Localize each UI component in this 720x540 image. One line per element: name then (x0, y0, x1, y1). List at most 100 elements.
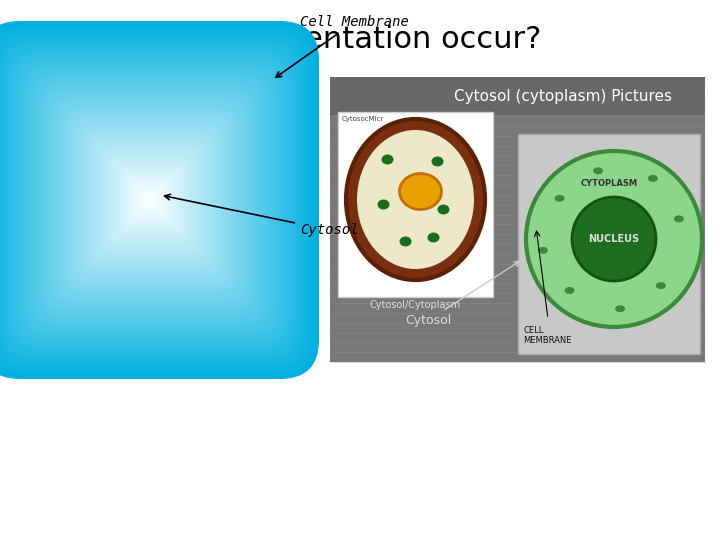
Ellipse shape (76, 121, 223, 279)
Text: Cytosol of the cell: Cytosol of the cell (50, 78, 299, 106)
Ellipse shape (55, 98, 245, 302)
Bar (330, 77, 705, 362)
Ellipse shape (122, 170, 178, 230)
Ellipse shape (102, 149, 197, 251)
FancyBboxPatch shape (122, 171, 177, 229)
Ellipse shape (400, 237, 412, 246)
FancyBboxPatch shape (61, 106, 239, 294)
Ellipse shape (18, 58, 282, 342)
Ellipse shape (674, 215, 684, 222)
FancyBboxPatch shape (76, 122, 224, 278)
FancyBboxPatch shape (116, 164, 184, 236)
FancyBboxPatch shape (72, 117, 228, 283)
Ellipse shape (111, 158, 189, 242)
Ellipse shape (26, 67, 274, 333)
Ellipse shape (89, 135, 210, 265)
Ellipse shape (91, 137, 209, 263)
FancyBboxPatch shape (11, 52, 289, 348)
Ellipse shape (101, 147, 199, 253)
Ellipse shape (54, 97, 246, 303)
FancyBboxPatch shape (95, 142, 205, 258)
Ellipse shape (42, 84, 258, 316)
Ellipse shape (593, 167, 603, 174)
FancyBboxPatch shape (106, 153, 194, 247)
FancyBboxPatch shape (86, 133, 213, 267)
Ellipse shape (143, 193, 157, 207)
Ellipse shape (35, 76, 266, 325)
Text: CytosocMicr: CytosocMicr (342, 116, 384, 122)
FancyBboxPatch shape (144, 193, 156, 207)
Text: CYTOPLASM: CYTOPLASM (580, 179, 638, 188)
FancyBboxPatch shape (81, 126, 220, 274)
FancyBboxPatch shape (27, 70, 273, 330)
FancyBboxPatch shape (68, 113, 233, 287)
FancyBboxPatch shape (23, 66, 276, 334)
FancyBboxPatch shape (120, 168, 179, 231)
FancyBboxPatch shape (0, 25, 315, 375)
Ellipse shape (438, 205, 449, 214)
FancyBboxPatch shape (42, 86, 258, 314)
Ellipse shape (85, 130, 215, 270)
FancyBboxPatch shape (55, 99, 245, 301)
Ellipse shape (67, 111, 233, 289)
Ellipse shape (125, 173, 175, 226)
Ellipse shape (115, 163, 184, 237)
FancyBboxPatch shape (57, 102, 243, 299)
FancyBboxPatch shape (0, 28, 312, 372)
Ellipse shape (133, 183, 166, 218)
FancyBboxPatch shape (19, 61, 281, 339)
Ellipse shape (28, 69, 272, 332)
Text: •: • (30, 78, 46, 106)
Ellipse shape (146, 196, 153, 204)
Ellipse shape (106, 152, 194, 247)
Text: Cytosol (cytoplasm) Pictures: Cytosol (cytoplasm) Pictures (454, 89, 672, 104)
Ellipse shape (22, 62, 279, 339)
Ellipse shape (142, 191, 158, 209)
Ellipse shape (63, 107, 236, 293)
Ellipse shape (19, 60, 280, 340)
FancyBboxPatch shape (0, 37, 305, 363)
Ellipse shape (52, 94, 248, 305)
FancyBboxPatch shape (0, 41, 300, 359)
FancyBboxPatch shape (0, 21, 319, 379)
FancyBboxPatch shape (142, 191, 158, 209)
Ellipse shape (119, 166, 181, 233)
Ellipse shape (60, 104, 240, 296)
Ellipse shape (117, 165, 183, 235)
FancyBboxPatch shape (49, 92, 251, 307)
Ellipse shape (37, 79, 263, 321)
Text: CELL
MEMBRANE: CELL MEMBRANE (523, 326, 572, 346)
Ellipse shape (114, 161, 186, 239)
FancyBboxPatch shape (131, 180, 169, 220)
Ellipse shape (346, 119, 485, 280)
FancyBboxPatch shape (82, 129, 217, 272)
FancyBboxPatch shape (99, 146, 201, 254)
FancyBboxPatch shape (125, 173, 176, 227)
Ellipse shape (30, 70, 271, 330)
Ellipse shape (32, 74, 267, 326)
Ellipse shape (382, 154, 394, 165)
Ellipse shape (130, 179, 170, 221)
Ellipse shape (48, 90, 253, 310)
FancyBboxPatch shape (0, 39, 302, 361)
Ellipse shape (39, 81, 261, 319)
FancyBboxPatch shape (45, 88, 256, 312)
Ellipse shape (148, 198, 152, 202)
Ellipse shape (140, 189, 160, 211)
FancyBboxPatch shape (15, 57, 285, 343)
Ellipse shape (71, 116, 228, 284)
FancyBboxPatch shape (127, 176, 174, 225)
Ellipse shape (137, 186, 163, 214)
Ellipse shape (70, 114, 230, 286)
Bar (338, 112, 493, 297)
Ellipse shape (648, 175, 658, 182)
Circle shape (526, 151, 702, 327)
Ellipse shape (99, 145, 201, 254)
FancyBboxPatch shape (104, 151, 197, 249)
Ellipse shape (81, 126, 219, 274)
Ellipse shape (138, 187, 162, 213)
FancyBboxPatch shape (2, 43, 298, 356)
FancyBboxPatch shape (53, 97, 247, 303)
FancyBboxPatch shape (91, 137, 209, 262)
Ellipse shape (112, 159, 188, 240)
